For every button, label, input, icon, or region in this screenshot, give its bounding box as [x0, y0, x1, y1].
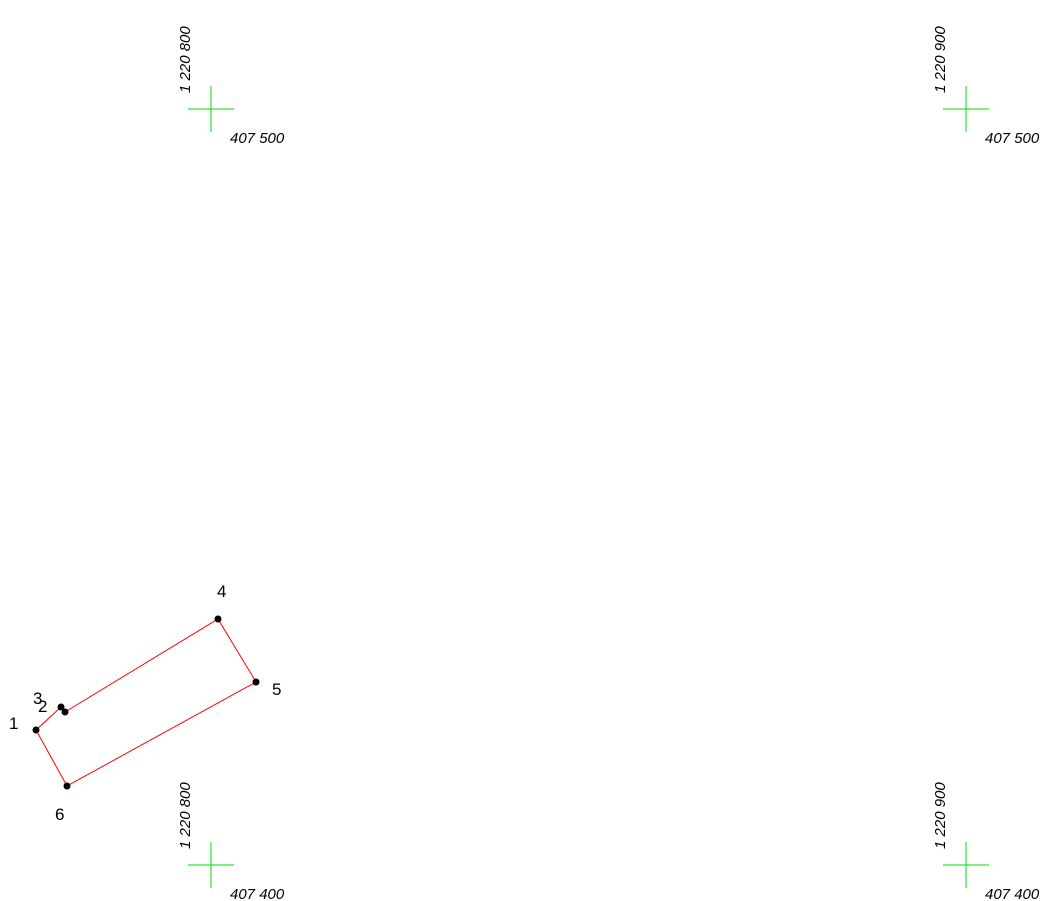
grid-mark-bottom-left: 1 220 800 407 400 [177, 782, 285, 901]
point-marker [63, 782, 71, 790]
parcel-point-3[interactable]: 3 [33, 689, 65, 711]
grid-mark-top-left: 1 220 800 407 500 [177, 26, 285, 147]
northing-label: 407 500 [985, 130, 1040, 147]
point-label: 4 [217, 582, 226, 601]
point-label: 5 [272, 680, 281, 699]
easting-label: 1 220 900 [932, 782, 949, 849]
point-marker [61, 708, 69, 716]
northing-label: 407 400 [230, 886, 285, 901]
parcel-point-5[interactable]: 5 [252, 678, 282, 700]
point-marker [214, 615, 222, 623]
easting-label: 1 220 900 [932, 26, 949, 93]
parcel-point-6[interactable]: 6 [55, 782, 71, 825]
parcel-boundary [35, 618, 257, 787]
point-label: 3 [33, 689, 42, 708]
parcel-point-2[interactable]: 2 [38, 697, 69, 716]
point-label: 1 [9, 714, 18, 733]
grid-mark-bottom-right: 1 220 900 407 400 [932, 782, 1040, 901]
point-marker [32, 726, 40, 734]
easting-label: 1 220 800 [177, 782, 194, 849]
northing-label: 407 400 [985, 886, 1040, 901]
parcel: 1 2 3 4 5 6 [9, 582, 281, 824]
grid-mark-top-right: 1 220 900 407 500 [932, 26, 1040, 147]
parcel-point-4[interactable]: 4 [214, 582, 227, 623]
point-marker [57, 703, 65, 711]
point-label: 2 [38, 697, 47, 716]
point-marker [252, 678, 260, 686]
parcel-point-1[interactable]: 1 [9, 714, 40, 734]
easting-label: 1 220 800 [177, 26, 194, 93]
northing-label: 407 500 [230, 130, 285, 147]
point-label: 6 [55, 805, 64, 824]
